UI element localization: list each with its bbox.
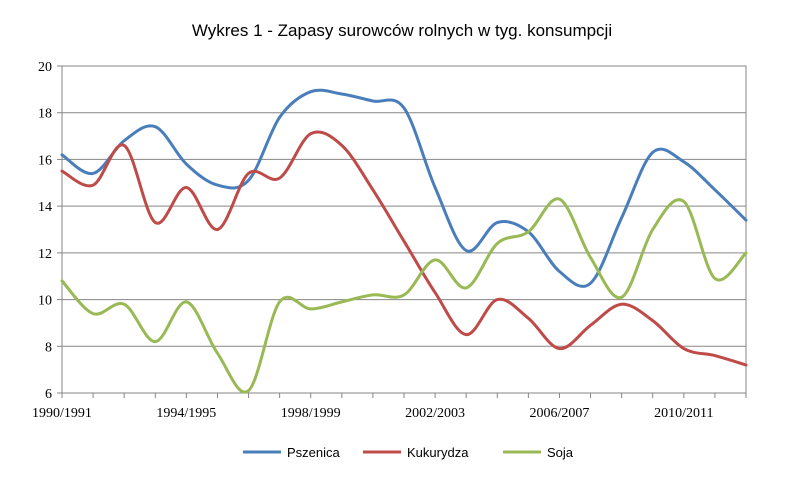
x-tick-label: 1990/1991 (32, 406, 92, 421)
series-line-pszenica (60, 88, 748, 288)
y-tick-label: 12 (38, 247, 52, 262)
x-tick-label: 2010/2011 (654, 406, 713, 421)
x-tick-label: 2006/2007 (530, 406, 590, 421)
x-tick-label: 2002/2003 (405, 406, 465, 421)
y-tick-label: 18 (38, 107, 52, 122)
chart-title: Wykres 1 - Zapasy surowców rolnych w tyg… (192, 21, 612, 40)
y-tick-label: 6 (45, 387, 52, 402)
y-tick-label: 16 (38, 153, 52, 168)
legend-label: Kukurydza (407, 445, 469, 460)
y-tick-label: 14 (38, 200, 52, 215)
y-axis-ticks: 6 8 10 12 14 16 18 20 (38, 60, 62, 402)
grid-lines (62, 65, 746, 394)
legend-label: Pszenica (287, 445, 341, 460)
x-tick-label: 1998/1999 (281, 406, 341, 421)
series-line-soja (60, 197, 748, 394)
y-tick-label: 20 (38, 60, 52, 75)
y-tick-label: 8 (45, 340, 52, 355)
legend: Pszenica Kukurydza Soja (243, 445, 574, 460)
series-line-kukurydza (60, 130, 748, 367)
x-tick-label: 1994/1995 (156, 406, 216, 421)
legend-label: Soja (547, 445, 574, 460)
series-lines (60, 88, 748, 394)
y-tick-label: 10 (38, 294, 52, 309)
x-axis-ticks: 1990/1991 1994/1995 1998/1999 2002/2003 2006… (32, 393, 747, 421)
plot-area-border (61, 65, 747, 394)
